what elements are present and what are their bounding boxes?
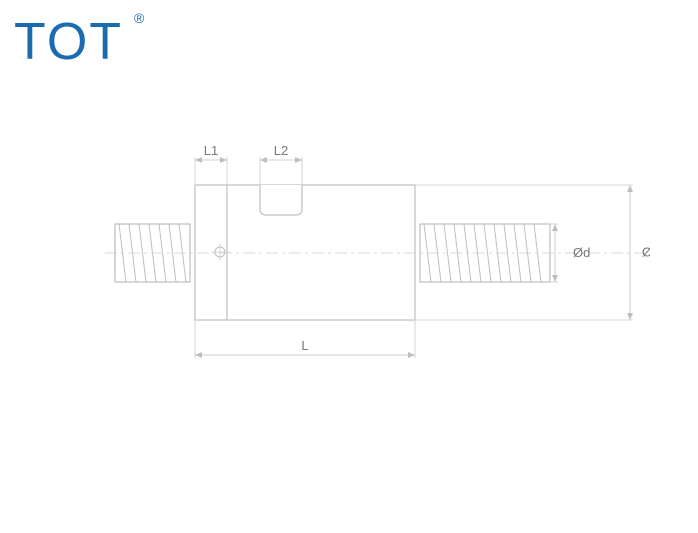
svg-text:Ød: Ød	[573, 245, 590, 260]
svg-text:L1: L1	[204, 143, 218, 158]
diagram-svg: L1 L2 L Ød ØD	[100, 140, 650, 420]
logo-text: TOT	[14, 12, 123, 72]
svg-text:L: L	[301, 338, 308, 353]
logo-registered: ®	[134, 10, 144, 26]
technical-diagram: L1 L2 L Ød ØD	[100, 140, 650, 420]
svg-text:L2: L2	[274, 143, 288, 158]
svg-text:ØD: ØD	[642, 245, 650, 260]
